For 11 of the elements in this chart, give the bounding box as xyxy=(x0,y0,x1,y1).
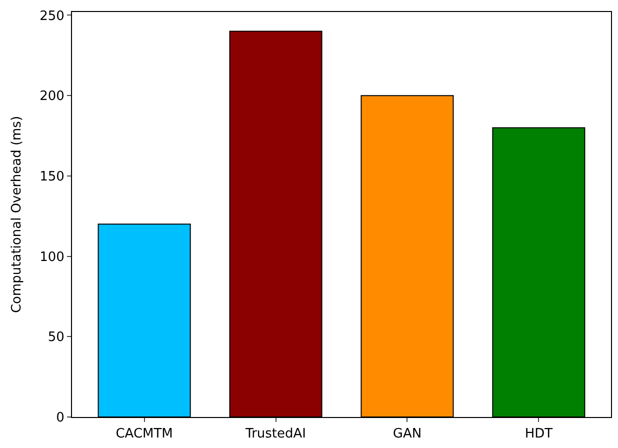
y-tick-label: 0 xyxy=(56,410,64,426)
x-tick-label: CACMTM xyxy=(116,426,173,442)
y-tick-label: 50 xyxy=(48,330,64,346)
x-tick-label: GAN xyxy=(392,426,422,442)
y-tick-label: 250 xyxy=(40,8,64,24)
y-axis-title: Computational Overhead (ms) xyxy=(10,116,25,314)
x-tick-label: TrustedAI xyxy=(244,426,306,442)
x-tick-label: HDT xyxy=(524,426,553,442)
y-tick-label: 150 xyxy=(40,169,64,184)
y-tick-label: 100 xyxy=(40,250,64,265)
y-tick-label: 200 xyxy=(40,89,64,104)
